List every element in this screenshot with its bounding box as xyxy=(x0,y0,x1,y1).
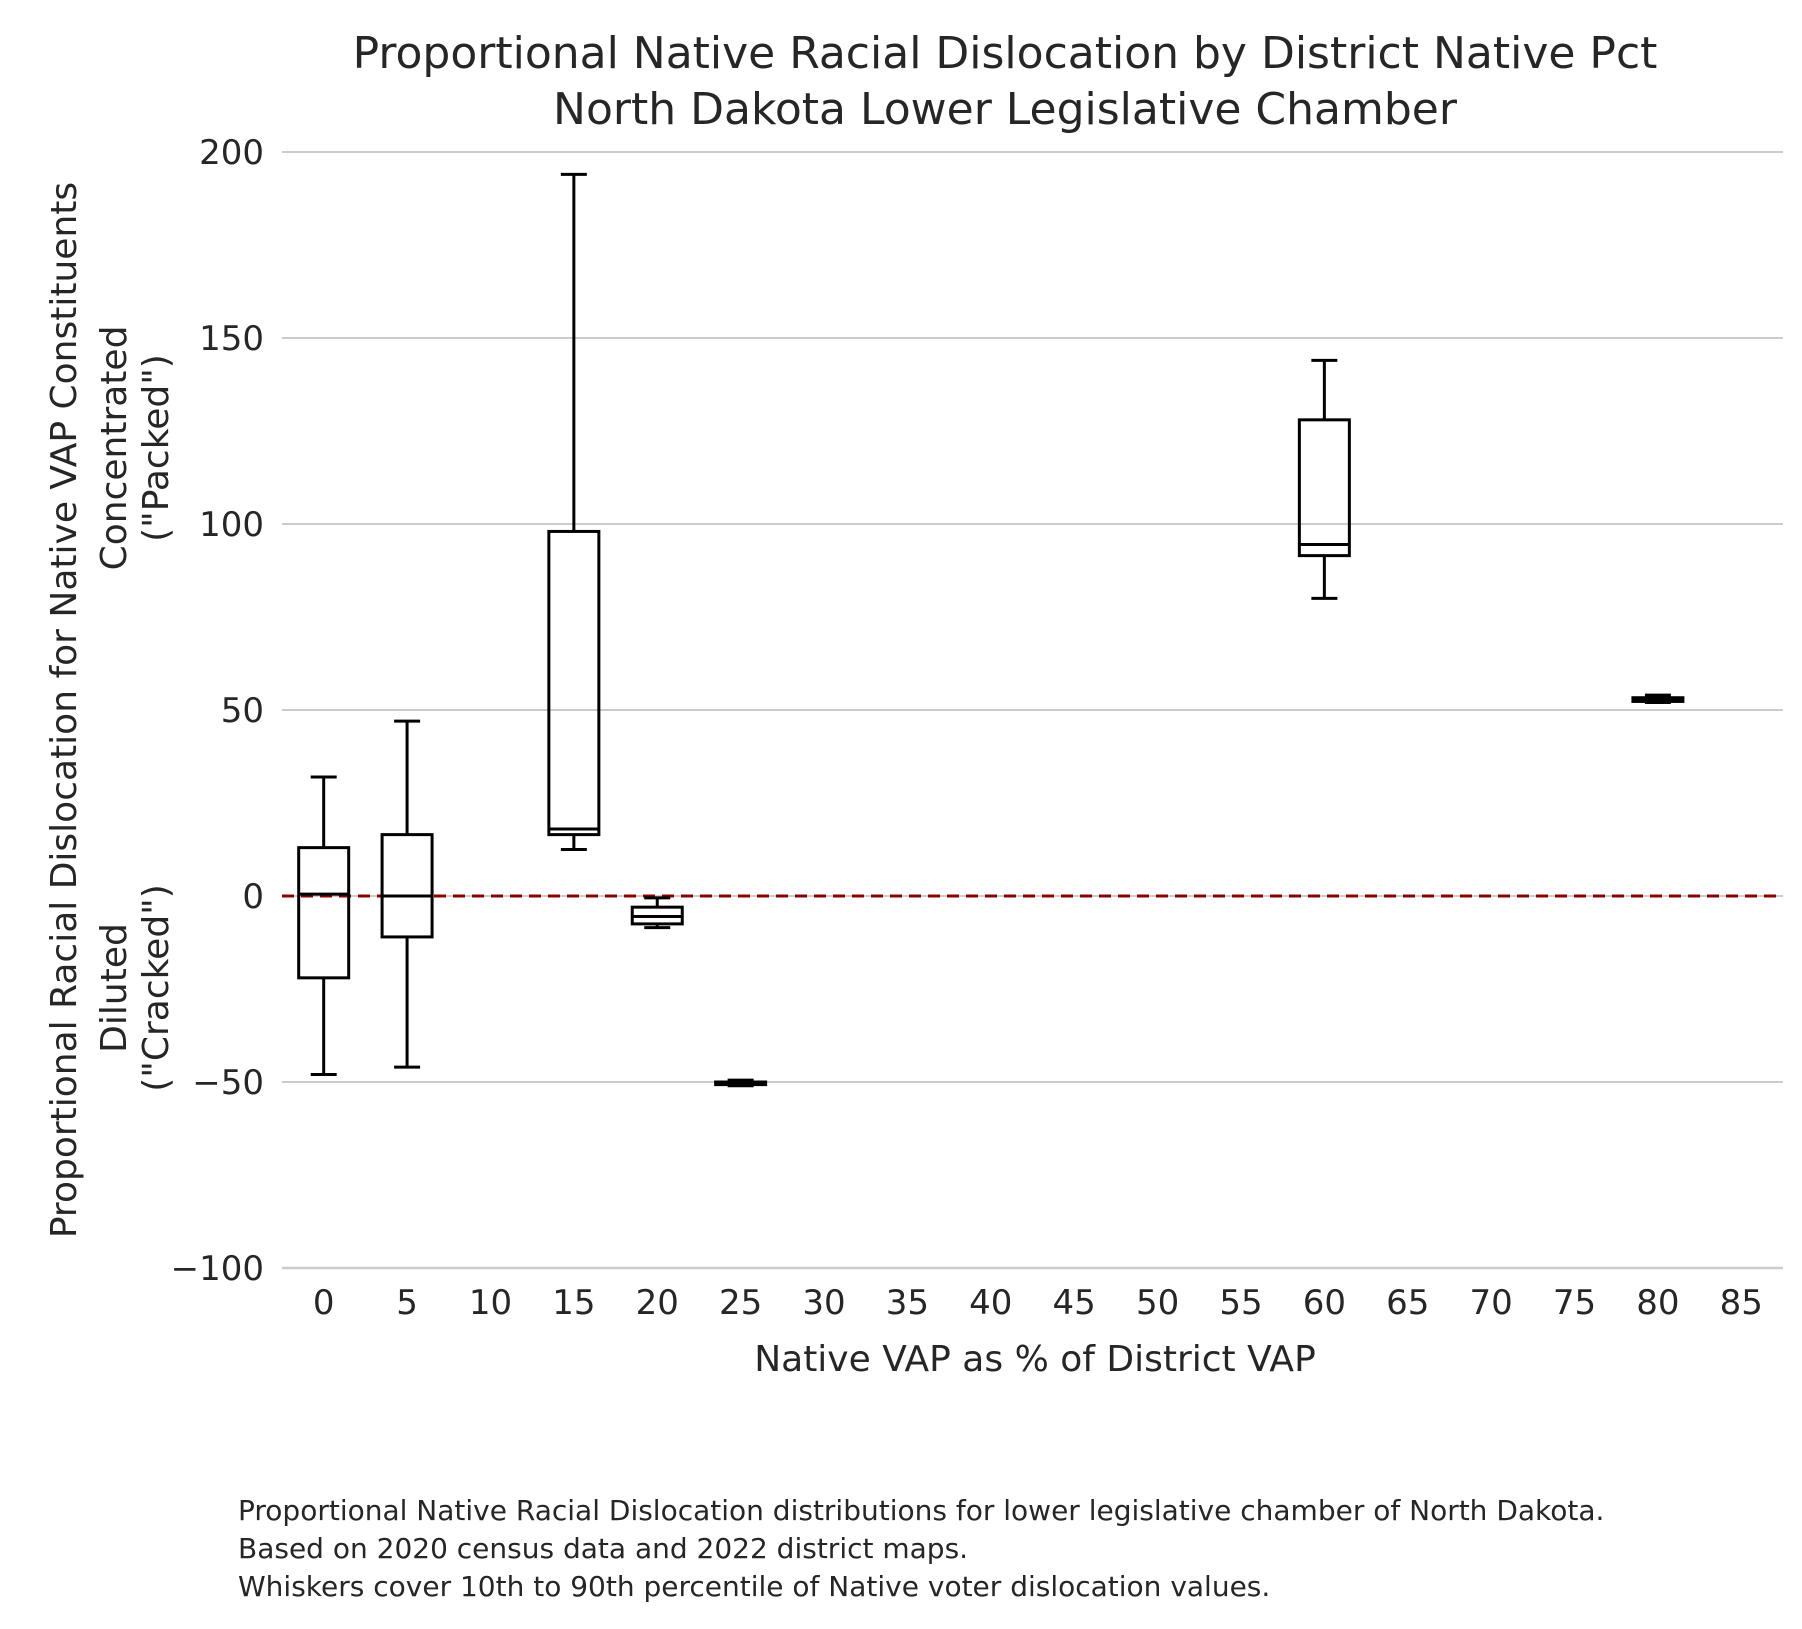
gridlines xyxy=(282,151,1783,1270)
x-tick-label: 30 xyxy=(802,1283,845,1323)
y-axis-label-line: Proportional Racial Dislocation for Nati… xyxy=(44,182,85,1238)
x-tick-label: 40 xyxy=(969,1283,1012,1323)
x-tick-label: 55 xyxy=(1219,1283,1262,1323)
x-tick-label: 15 xyxy=(552,1283,595,1323)
x-tick-label: 5 xyxy=(396,1283,418,1323)
x-tick-labels: 0 5 10 15 20 25 30 35 40 45 50 55 60 65 70 75 80 85 xyxy=(313,1283,1763,1323)
iqr-box xyxy=(547,529,601,837)
iqr-box xyxy=(1297,418,1351,558)
x-tick-label: 25 xyxy=(719,1283,762,1323)
y-axis-label-line: Diluted xyxy=(94,923,135,1053)
box-layer xyxy=(297,172,1685,1088)
chart-title: Proportional Native Racial Dislocation b… xyxy=(352,28,1658,79)
y-tick-labels: −100 −50 0 50 100 150 200 xyxy=(171,133,264,1289)
y-tick-label: −50 xyxy=(192,1063,264,1103)
caption-line: Proportional Native Racial Dislocation d… xyxy=(238,1494,1605,1527)
y-tick-label: 150 xyxy=(199,319,264,359)
y-tick-label: −100 xyxy=(171,1249,264,1289)
x-tick-label: 70 xyxy=(1470,1283,1513,1323)
chart-caption: Proportional Native Racial Dislocation d… xyxy=(238,1492,1604,1606)
box-15 xyxy=(547,172,601,851)
x-tick-label: 85 xyxy=(1720,1283,1763,1323)
chart-subtitle: North Dakota Lower Legislative Chamber xyxy=(553,84,1457,135)
box-20 xyxy=(630,896,684,930)
x-tick-label: 0 xyxy=(313,1283,335,1323)
x-tick-label: 75 xyxy=(1553,1283,1596,1323)
x-axis-label: Native VAP as % of District VAP xyxy=(754,1339,1316,1380)
caption-line: Whiskers cover 10th to 90th percentile o… xyxy=(238,1570,1271,1603)
x-tick-label: 45 xyxy=(1053,1283,1096,1323)
box-5 xyxy=(380,719,434,1069)
y-tick-label: 200 xyxy=(199,133,264,173)
x-tick-label: 65 xyxy=(1386,1283,1429,1323)
y-axis-label-line: ("Cracked") xyxy=(136,884,177,1092)
box-60 xyxy=(1297,358,1351,600)
x-tick-label: 35 xyxy=(886,1283,929,1323)
y-tick-label: 50 xyxy=(221,691,264,731)
x-tick-label: 80 xyxy=(1636,1283,1679,1323)
y-tick-label: 100 xyxy=(199,505,264,545)
caption-line: Based on 2020 census data and 2022 distr… xyxy=(238,1532,969,1565)
x-tick-label: 20 xyxy=(636,1283,679,1323)
box-0 xyxy=(297,775,351,1077)
y-tick-label: 0 xyxy=(242,877,264,917)
x-tick-label: 60 xyxy=(1303,1283,1346,1323)
iqr-box xyxy=(297,846,351,980)
x-tick-label: 50 xyxy=(1136,1283,1179,1323)
y-axis-label-line: ("Packed") xyxy=(136,354,177,542)
y-axis-label: Proportional Racial Dislocation for Nati… xyxy=(44,182,177,1238)
box-25 xyxy=(714,1078,768,1088)
x-tick-label: 10 xyxy=(469,1283,512,1323)
box-80 xyxy=(1631,693,1685,705)
iqr-box xyxy=(380,833,434,939)
y-axis-label-line: Concentrated xyxy=(94,326,135,571)
